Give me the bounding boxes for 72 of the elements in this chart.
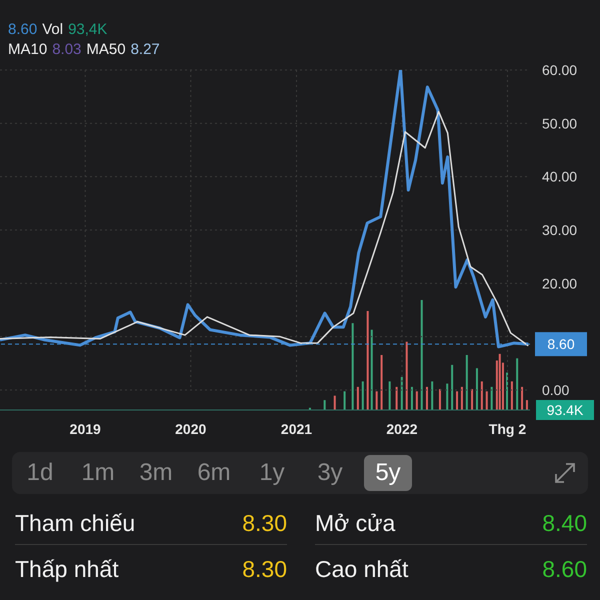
bar — [490, 386, 493, 410]
ref-line-label: 8.60 — [547, 336, 575, 352]
text: MA50 — [86, 41, 126, 58]
bar — [480, 381, 483, 410]
bar — [471, 389, 474, 410]
x-tick-label: Thg 2 — [488, 420, 526, 437]
bar — [451, 364, 454, 410]
bar — [456, 391, 458, 410]
bar — [370, 330, 373, 410]
bar — [388, 381, 391, 410]
bar — [406, 342, 408, 410]
text: 8.30 — [242, 556, 287, 583]
bar — [506, 372, 508, 410]
y-tick-label: 60.00 — [542, 62, 578, 78]
bar — [446, 384, 448, 410]
bar — [420, 300, 423, 410]
text: 93.4K — [536, 400, 594, 420]
x-tick-label: 2019 — [70, 420, 102, 437]
bar — [324, 400, 326, 410]
bar — [344, 391, 346, 410]
text: Tham chiếu — [15, 510, 136, 537]
bar — [352, 323, 354, 410]
text: 8.30 — [242, 510, 287, 537]
text: 8.60 — [8, 21, 38, 38]
bar — [362, 381, 364, 410]
text: 5y — [364, 455, 412, 491]
bar — [466, 355, 468, 410]
text: 8.03 — [52, 41, 82, 58]
text: 3m — [138, 458, 174, 488]
x-tick-label: 2022 — [386, 420, 418, 437]
bar — [380, 355, 383, 410]
x-tick-label: 2021 — [280, 420, 312, 437]
bar — [486, 391, 488, 410]
y-tick-label: 30.00 — [542, 222, 578, 238]
bar — [376, 391, 378, 410]
text: 8.60 — [542, 556, 587, 583]
text: Cao nhất — [315, 556, 408, 583]
text: Vol — [42, 21, 64, 38]
bar — [400, 377, 403, 410]
text: Mở cửa — [315, 510, 396, 537]
bar — [396, 386, 398, 410]
bar — [416, 391, 418, 410]
line-series — [0, 70, 530, 348]
line-series — [0, 110, 530, 346]
y-tick-label: 0.00 — [542, 382, 570, 398]
y-tick-label: 50.00 — [542, 115, 578, 132]
bar — [426, 386, 428, 410]
bar — [476, 368, 478, 410]
bar — [431, 381, 434, 410]
text: 8.27 — [130, 41, 160, 58]
bar — [366, 311, 369, 410]
bar — [521, 386, 524, 410]
text: 8.40 — [542, 510, 587, 537]
text: 1m — [80, 458, 116, 488]
bar — [516, 358, 518, 410]
text: 3y — [316, 458, 344, 488]
text: Thấp nhất — [15, 556, 119, 583]
bar — [526, 400, 528, 410]
text: MA10 — [8, 41, 48, 58]
bar — [356, 386, 359, 410]
text: 93,4K — [68, 21, 108, 38]
y-tick-label: 40.00 — [542, 168, 578, 185]
y-tick-label: 20.00 — [542, 275, 578, 292]
bar — [498, 354, 501, 410]
bar — [410, 386, 413, 410]
x-tick-label: 2020 — [175, 420, 207, 437]
text: 1d — [26, 458, 54, 488]
text: 1y — [258, 458, 286, 488]
bar — [438, 389, 441, 410]
text: 6m — [196, 458, 232, 488]
bar — [334, 396, 336, 410]
bar — [460, 386, 463, 410]
